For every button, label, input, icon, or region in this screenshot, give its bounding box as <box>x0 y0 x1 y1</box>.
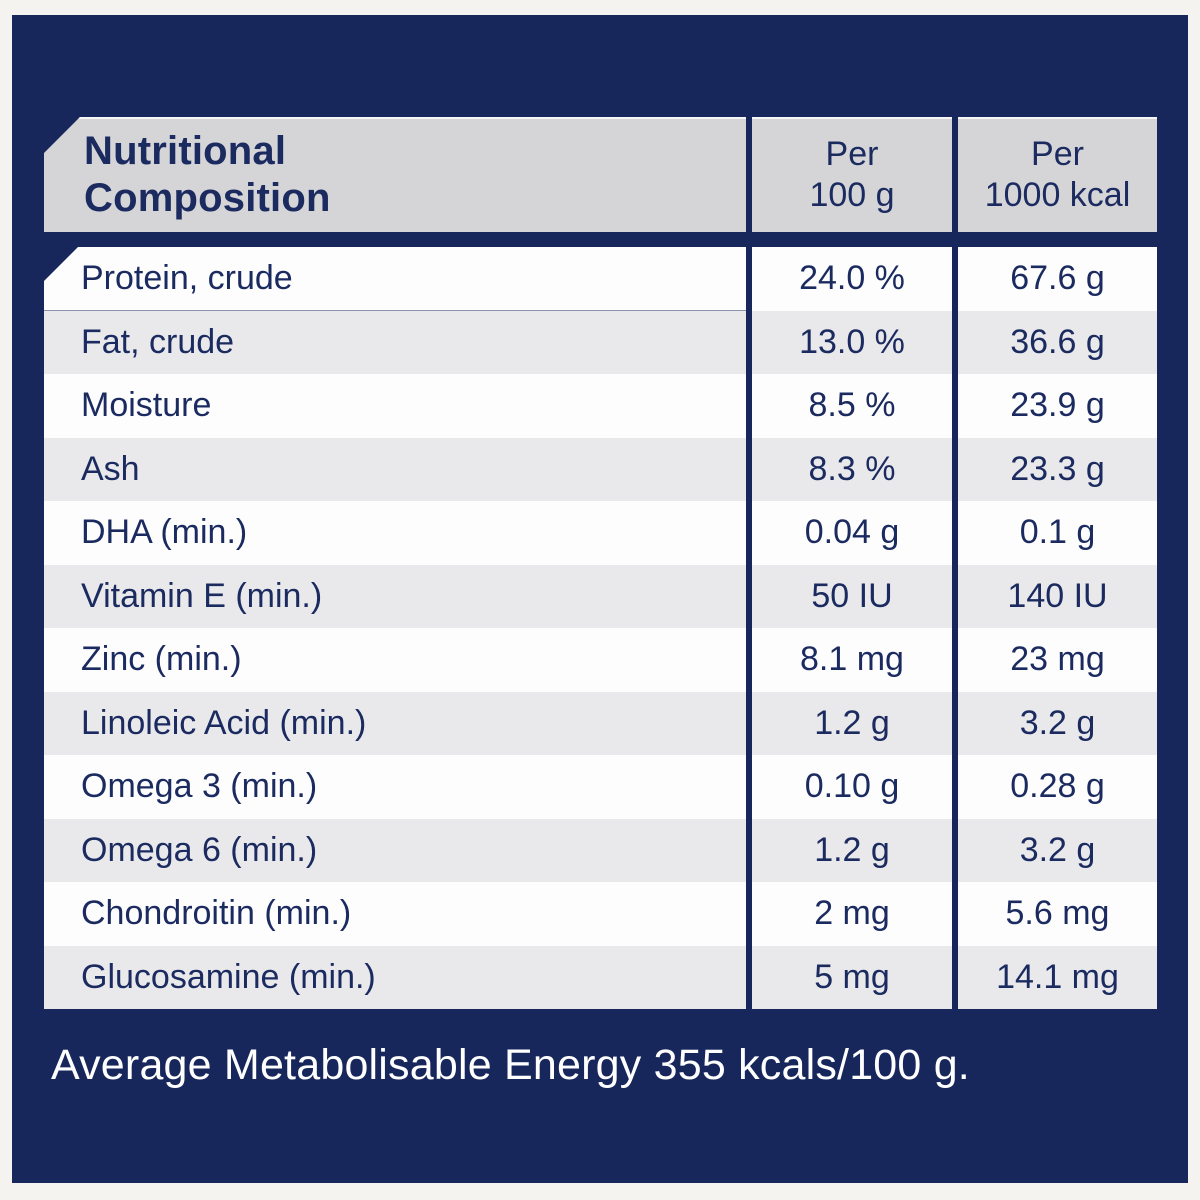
row-label: Linoleic Acid (min.) <box>44 691 746 755</box>
row-value-per-100g: 8.3 % <box>752 437 952 501</box>
header-per-100g-line2: 100 g <box>809 175 895 214</box>
table-body: Protein, crude 24.0 % 67.6 g Fat, crude … <box>44 247 1157 1009</box>
row-value-per-1000kcal: 0.1 g <box>958 501 1157 565</box>
row-value-per-1000kcal: 36.6 g <box>958 310 1157 374</box>
row-value-per-1000kcal: 14.1 mg <box>958 945 1157 1009</box>
table-row: Zinc (min.) 8.1 mg 23 mg <box>44 628 1157 692</box>
row-value-per-100g: 50 IU <box>752 564 952 628</box>
header-per-1000kcal-line1: Per <box>1031 134 1084 173</box>
row-label: Zinc (min.) <box>44 628 746 692</box>
table-row: Omega 6 (min.) 1.2 g 3.2 g <box>44 818 1157 882</box>
table-row: Vitamin E (min.) 50 IU 140 IU <box>44 564 1157 628</box>
row-value-per-1000kcal: 67.6 g <box>958 247 1157 311</box>
row-value-per-100g: 2 mg <box>752 882 952 946</box>
table-row: Moisture 8.5 % 23.9 g <box>44 374 1157 438</box>
row-value-per-100g: 5 mg <box>752 945 952 1009</box>
row-value-per-1000kcal: 0.28 g <box>958 755 1157 819</box>
row-label: Moisture <box>44 374 746 438</box>
row-label: Glucosamine (min.) <box>44 945 746 1009</box>
table-row: Omega 3 (min.) 0.10 g 0.28 g <box>44 755 1157 819</box>
table-row: Fat, crude 13.0 % 36.6 g <box>44 310 1157 374</box>
header-per-100g-line1: Per <box>825 134 879 173</box>
table-row: DHA (min.) 0.04 g 0.1 g <box>44 501 1157 565</box>
row-label: Vitamin E (min.) <box>44 564 746 628</box>
header-cell-per-100g: Per 100 g <box>752 117 952 232</box>
nutrition-panel: Nutritional Composition Per 100 g Per 10… <box>12 15 1188 1183</box>
row-value-per-100g: 0.10 g <box>752 755 952 819</box>
header-per-1000kcal-line2: 1000 kcal <box>984 175 1131 214</box>
row-label: Ash <box>44 437 746 501</box>
row-value-per-1000kcal: 5.6 mg <box>958 882 1157 946</box>
row-value-per-100g: 1.2 g <box>752 691 952 755</box>
nutrition-table: Nutritional Composition Per 100 g Per 10… <box>44 117 1157 1009</box>
table-row: Linoleic Acid (min.) 1.2 g 3.2 g <box>44 691 1157 755</box>
row-label: Chondroitin (min.) <box>44 882 746 946</box>
row-value-per-1000kcal: 23 mg <box>958 628 1157 692</box>
table-row: Chondroitin (min.) 2 mg 5.6 mg <box>44 882 1157 946</box>
header-title-line2: Composition <box>84 175 331 220</box>
row-value-per-100g: 1.2 g <box>752 818 952 882</box>
table-row: Glucosamine (min.) 5 mg 14.1 mg <box>44 945 1157 1009</box>
row-value-per-100g: 13.0 % <box>752 310 952 374</box>
row-value-per-1000kcal: 3.2 g <box>958 691 1157 755</box>
row-value-per-100g: 0.04 g <box>752 501 952 565</box>
row-label: Omega 3 (min.) <box>44 755 746 819</box>
header-title-line1: Nutritional <box>84 128 287 173</box>
table-row: Ash 8.3 % 23.3 g <box>44 437 1157 501</box>
table-row: Protein, crude 24.0 % 67.6 g <box>44 247 1157 311</box>
row-value-per-1000kcal: 23.9 g <box>958 374 1157 438</box>
header-cell-per-1000kcal: Per 1000 kcal <box>958 117 1157 232</box>
row-label: Omega 6 (min.) <box>44 818 746 882</box>
table-header-row: Nutritional Composition Per 100 g Per 10… <box>44 117 1157 232</box>
row-value-per-1000kcal: 140 IU <box>958 564 1157 628</box>
row-value-per-100g: 24.0 % <box>752 247 952 311</box>
header-cell-composition: Nutritional Composition <box>44 117 746 232</box>
row-label: Protein, crude <box>44 247 746 311</box>
row-value-per-1000kcal: 23.3 g <box>958 437 1157 501</box>
row-value-per-100g: 8.1 mg <box>752 628 952 692</box>
row-label: DHA (min.) <box>44 501 746 565</box>
row-value-per-1000kcal: 3.2 g <box>958 818 1157 882</box>
row-label: Fat, crude <box>44 310 746 374</box>
row-value-per-100g: 8.5 % <box>752 374 952 438</box>
energy-caption: Average Metabolisable Energy 355 kcals/1… <box>51 1041 970 1089</box>
